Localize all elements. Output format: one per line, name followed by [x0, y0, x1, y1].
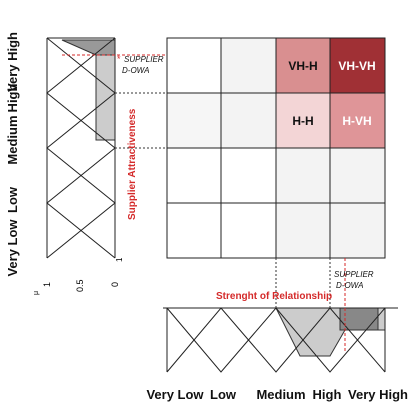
axis-title: Supplier Attractiveness — [127, 108, 138, 220]
bottom-label: High — [313, 387, 342, 402]
cell — [220, 92, 277, 149]
owa-area — [95, 54, 116, 141]
cell — [329, 202, 386, 259]
cell — [166, 92, 222, 149]
left-label: Low — [5, 186, 20, 213]
cell — [329, 92, 386, 149]
owa-label: D-OWA — [122, 66, 149, 75]
mu-tick: 1 — [42, 282, 52, 287]
cell — [275, 147, 331, 204]
left-bottom-tick: 1 — [115, 257, 124, 262]
cell — [220, 147, 277, 204]
mu-tick: 0.5 — [75, 279, 85, 292]
cell — [220, 37, 277, 94]
cell — [275, 37, 331, 94]
owa-label: SUPPLIER — [334, 270, 374, 279]
left-label: Very High — [5, 32, 20, 92]
cell — [329, 147, 386, 204]
bottom-label: Medium — [256, 387, 305, 402]
cell — [329, 37, 386, 94]
cell — [220, 202, 277, 259]
cell-label: VH-H — [288, 59, 317, 73]
left-label: High — [5, 84, 20, 113]
bottom-label: Very Low — [146, 387, 204, 402]
owa-label: D-OWA — [336, 281, 363, 290]
cell — [166, 37, 222, 94]
cell — [166, 202, 222, 259]
owa-label: SUPPLIER — [124, 55, 164, 64]
cell — [275, 202, 331, 259]
mu-tick: 0 — [110, 282, 120, 287]
owa-area — [61, 39, 116, 56]
cell-label: H-H — [292, 114, 313, 128]
mu-symbol: μ — [33, 291, 40, 295]
owa-star: * — [117, 54, 121, 64]
cell-label: VH-VH — [338, 59, 375, 73]
bottom-label: Low — [210, 387, 237, 402]
axis-title: Strenght of Relationship — [216, 291, 332, 302]
cell — [166, 147, 222, 204]
membership-lines — [163, 307, 398, 373]
matrix — [166, 37, 386, 259]
left-label: Very Low — [5, 219, 20, 277]
cell-label: H-VH — [342, 114, 371, 128]
left-label: Medium — [5, 115, 20, 164]
bottom-label: Very High — [348, 387, 408, 402]
